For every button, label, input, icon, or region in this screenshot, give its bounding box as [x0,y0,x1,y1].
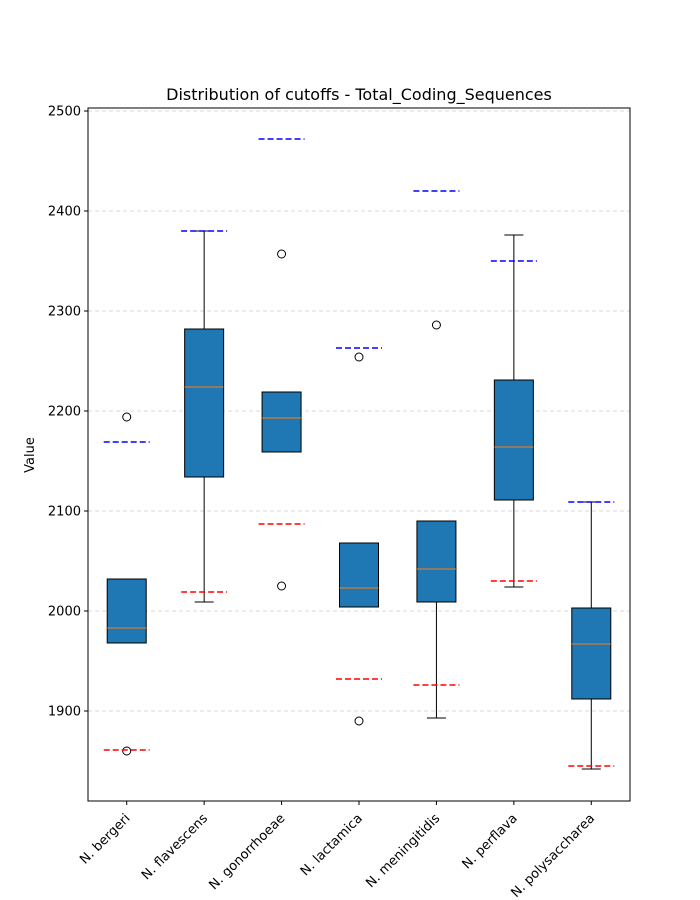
box [416,520,457,603]
x-tick-label: N. perflava [460,811,521,872]
outlier-point [277,581,287,591]
outlier-point [354,716,364,726]
outlier-point [431,320,441,330]
box-group [339,352,379,726]
box-group [416,320,457,719]
cutoff-lines [103,138,615,767]
x-tick-label: N. lactamica [298,811,366,879]
box-group [184,230,225,603]
box-group [261,249,302,591]
box [261,391,302,453]
box [493,379,534,501]
y-tick-label: 2200 [48,405,81,420]
box-group [493,234,534,588]
x-tick-label: N. flavescens [139,811,211,883]
y-tick-label: 2300 [48,305,81,320]
outlier-point [122,746,132,756]
box [184,328,225,478]
outlier-point [122,412,132,422]
y-tick-label: 2500 [48,105,81,120]
x-tick-label: N. polysaccharea [508,811,598,900]
box [339,542,379,608]
y-tick-label: 2000 [48,605,81,620]
x-tick-label: N. bergeri [77,811,133,867]
x-tick-label: N. meningitidis [363,811,443,891]
box [106,578,147,644]
grid-lines [88,110,630,712]
chart-title: Distribution of cutoffs - Total_Coding_S… [166,85,552,105]
box-group [106,412,147,756]
box-group [571,501,612,770]
y-axis-label: Value [23,437,38,473]
plot-frame [87,107,631,802]
y-tick-label: 2400 [48,205,81,220]
y-tick-label: 2100 [48,505,81,520]
outlier-point [277,249,287,259]
y-axis: 1900 2000 2100 2200 2300 2400 2500 [48,105,88,720]
box-series [106,230,612,770]
x-tick-label: N. gonorrhoeae [207,811,289,893]
y-tick-label: 1900 [48,705,81,720]
box [571,607,612,700]
outlier-point [354,352,364,362]
